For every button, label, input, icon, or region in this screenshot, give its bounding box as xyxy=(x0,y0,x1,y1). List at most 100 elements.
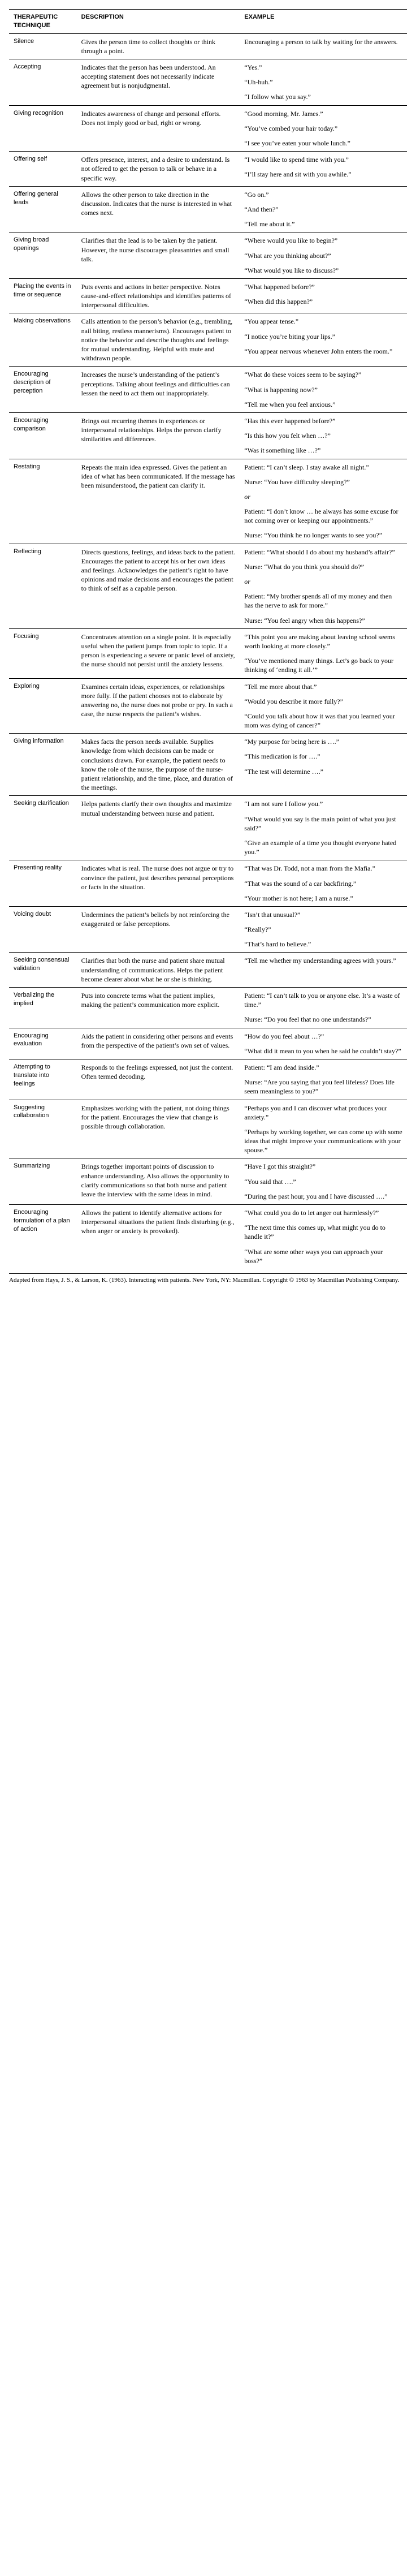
technique-cell: Attempting to translate into feelings xyxy=(9,1059,77,1100)
example-line: “What could you do to let anger out harm… xyxy=(244,1208,402,1217)
example-line: “Your mother is not here; I am a nurse.” xyxy=(244,894,402,903)
example-cell: “Good morning, Mr. James.”“You’ve combed… xyxy=(240,105,407,152)
description-cell: Clarifies that the lead is to be taken b… xyxy=(77,232,240,279)
example-line: “That was the sound of a car backfiring.… xyxy=(244,879,402,888)
description-cell: Puts events and actions in better perspe… xyxy=(77,278,240,313)
example-line: “What would you like to discuss?” xyxy=(244,266,402,275)
technique-cell: Seeking clarification xyxy=(9,796,77,860)
example-line: “Tell me whether my understanding agrees… xyxy=(244,956,402,965)
technique-cell: Voicing doubt xyxy=(9,906,77,953)
table-row: Placing the events in time or sequencePu… xyxy=(9,278,407,313)
example-line: Nurse: “You feel angry when this happens… xyxy=(244,616,402,625)
table-row: Making observationsCalls attention to th… xyxy=(9,313,407,367)
table-row: Giving informationMakes facts the person… xyxy=(9,734,407,796)
table-row: FocusingConcentrates attention on a sing… xyxy=(9,628,407,678)
header-example: EXAMPLE xyxy=(240,10,407,34)
example-cell: “Where would you like to begin?”“What ar… xyxy=(240,232,407,279)
example-cell: “Go on.”“And then?”“Tell me about it.” xyxy=(240,186,407,232)
example-line: Patient: “I am dead inside.” xyxy=(244,1063,402,1072)
technique-cell: Summarizing xyxy=(9,1158,77,1205)
example-cell: Patient: “I can’t talk to you or anyone … xyxy=(240,988,407,1028)
technique-cell: Encouraging evaluation xyxy=(9,1028,77,1059)
description-cell: Increases the nurse’s understanding of t… xyxy=(77,367,240,413)
technique-cell: Offering general leads xyxy=(9,186,77,232)
description-cell: Indicates awareness of change and person… xyxy=(77,105,240,152)
technique-cell: Accepting xyxy=(9,59,77,106)
technique-cell: Reflecting xyxy=(9,544,77,628)
table-row: RestatingRepeats the main idea expressed… xyxy=(9,459,407,544)
header-description: DESCRIPTION xyxy=(77,10,240,34)
description-cell: Aids the patient in considering other pe… xyxy=(77,1028,240,1059)
example-line: Nurse: “Are you saying that you feel lif… xyxy=(244,1078,402,1096)
description-cell: Calls attention to the person’s behavior… xyxy=(77,313,240,367)
description-cell: Makes facts the person needs available. … xyxy=(77,734,240,796)
example-cell: “This point you are making about leaving… xyxy=(240,628,407,678)
example-line: Nurse: “You think he no longer wants to … xyxy=(244,531,402,540)
table-row: Encouraging formulation of a plan of act… xyxy=(9,1205,407,1269)
description-cell: Emphasizes working with the patient, not… xyxy=(77,1100,240,1158)
example-line: “During the past hour, you and I have di… xyxy=(244,1192,402,1201)
description-cell: Indicates what is real. The nurse does n… xyxy=(77,860,240,907)
example-line: “You appear nervous whenever John enters… xyxy=(244,347,402,356)
table-row: Encouraging description of perceptionInc… xyxy=(9,367,407,413)
example-line: “You’ve combed your hair today.” xyxy=(244,124,402,133)
table-row: Presenting realityIndicates what is real… xyxy=(9,860,407,907)
description-cell: Gives the person time to collect thought… xyxy=(77,33,240,59)
description-cell: Allows the patient to identify alternati… xyxy=(77,1205,240,1269)
techniques-table: THERAPEUTIC TECHNIQUE DESCRIPTION EXAMPL… xyxy=(9,9,407,1269)
description-cell: Brings together important points of disc… xyxy=(77,1158,240,1205)
example-line: “And then?” xyxy=(244,205,402,214)
example-line: Encouraging a person to talk by waiting … xyxy=(244,37,402,46)
table-row: SilenceGives the person time to collect … xyxy=(9,33,407,59)
example-cell: Patient: “What should I do about my husb… xyxy=(240,544,407,628)
technique-cell: Encouraging formulation of a plan of act… xyxy=(9,1205,77,1269)
description-cell: Allows the other person to take directio… xyxy=(77,186,240,232)
example-line: “You said that ….” xyxy=(244,1177,402,1186)
technique-cell: Offering self xyxy=(9,152,77,187)
example-line: “Would you describe it more fully?” xyxy=(244,697,402,706)
example-cell: “You appear tense.”“I notice you’re biti… xyxy=(240,313,407,367)
example-cell: Patient: “I am dead inside.” Nurse: “Are … xyxy=(240,1059,407,1100)
example-line: “You’ve mentioned many things. Let’s go … xyxy=(244,656,402,674)
description-cell: Brings out recurring themes in experienc… xyxy=(77,412,240,459)
technique-cell: Focusing xyxy=(9,628,77,678)
header-technique: THERAPEUTIC TECHNIQUE xyxy=(9,10,77,34)
example-line: “My purpose for being here is ….” xyxy=(244,737,402,746)
example-line: “What is happening now?” xyxy=(244,385,402,394)
description-cell: Directs questions, feelings, and ideas b… xyxy=(77,544,240,628)
example-line: “Uh-huh.” xyxy=(244,77,402,87)
example-line: “Perhaps by working together, we can com… xyxy=(244,1127,402,1155)
example-line: “Perhaps you and I can discover what pro… xyxy=(244,1104,402,1122)
header-row: THERAPEUTIC TECHNIQUE DESCRIPTION EXAMPL… xyxy=(9,10,407,34)
technique-cell: Restating xyxy=(9,459,77,544)
example-line: “Tell me about it.” xyxy=(244,219,402,229)
table-row: Offering selfOffers presence, interest, … xyxy=(9,152,407,187)
example-line: Nurse: “What do you think you should do?… xyxy=(244,562,402,571)
citation-text: Adapted from Hays, J. S., & Larson, K. (… xyxy=(9,1273,407,1285)
table-row: Suggesting collaborationEmphasizes worki… xyxy=(9,1100,407,1158)
example-line: “Where would you like to begin?” xyxy=(244,236,402,245)
example-line: Patient: “I can’t talk to you or anyone … xyxy=(244,991,402,1009)
example-line: “This point you are making about leaving… xyxy=(244,632,402,651)
example-line: “What are some other ways you can approa… xyxy=(244,1247,402,1265)
technique-cell: Silence xyxy=(9,33,77,59)
table-row: Seeking consensual validationClarifies t… xyxy=(9,953,407,988)
technique-cell: Giving information xyxy=(9,734,77,796)
technique-cell: Suggesting collaboration xyxy=(9,1100,77,1158)
table-row: AcceptingIndicates that the person has b… xyxy=(9,59,407,106)
description-cell: Examines certain ideas, experiences, or … xyxy=(77,678,240,734)
table-row: Giving broad openingsClarifies that the … xyxy=(9,232,407,279)
example-line: “What did it mean to you when he said he… xyxy=(244,1046,402,1056)
example-line: “I am not sure I follow you.” xyxy=(244,799,402,808)
example-line: “I’ll stay here and sit with you awhile.… xyxy=(244,170,402,179)
example-line: “Tell me more about that.” xyxy=(244,682,402,691)
example-cell: Patient: “I can’t sleep. I stay awake al… xyxy=(240,459,407,544)
example-line: “That’s hard to believe.” xyxy=(244,940,402,949)
table-row: ReflectingDirects questions, feelings, a… xyxy=(9,544,407,628)
description-cell: Repeats the main idea expressed. Gives t… xyxy=(77,459,240,544)
example-cell: “Perhaps you and I can discover what pro… xyxy=(240,1100,407,1158)
example-cell: “I am not sure I follow you.”“What would… xyxy=(240,796,407,860)
example-line: “Really?” xyxy=(244,925,402,934)
example-line: “Was it something like …?” xyxy=(244,446,402,455)
technique-cell: Making observations xyxy=(9,313,77,367)
